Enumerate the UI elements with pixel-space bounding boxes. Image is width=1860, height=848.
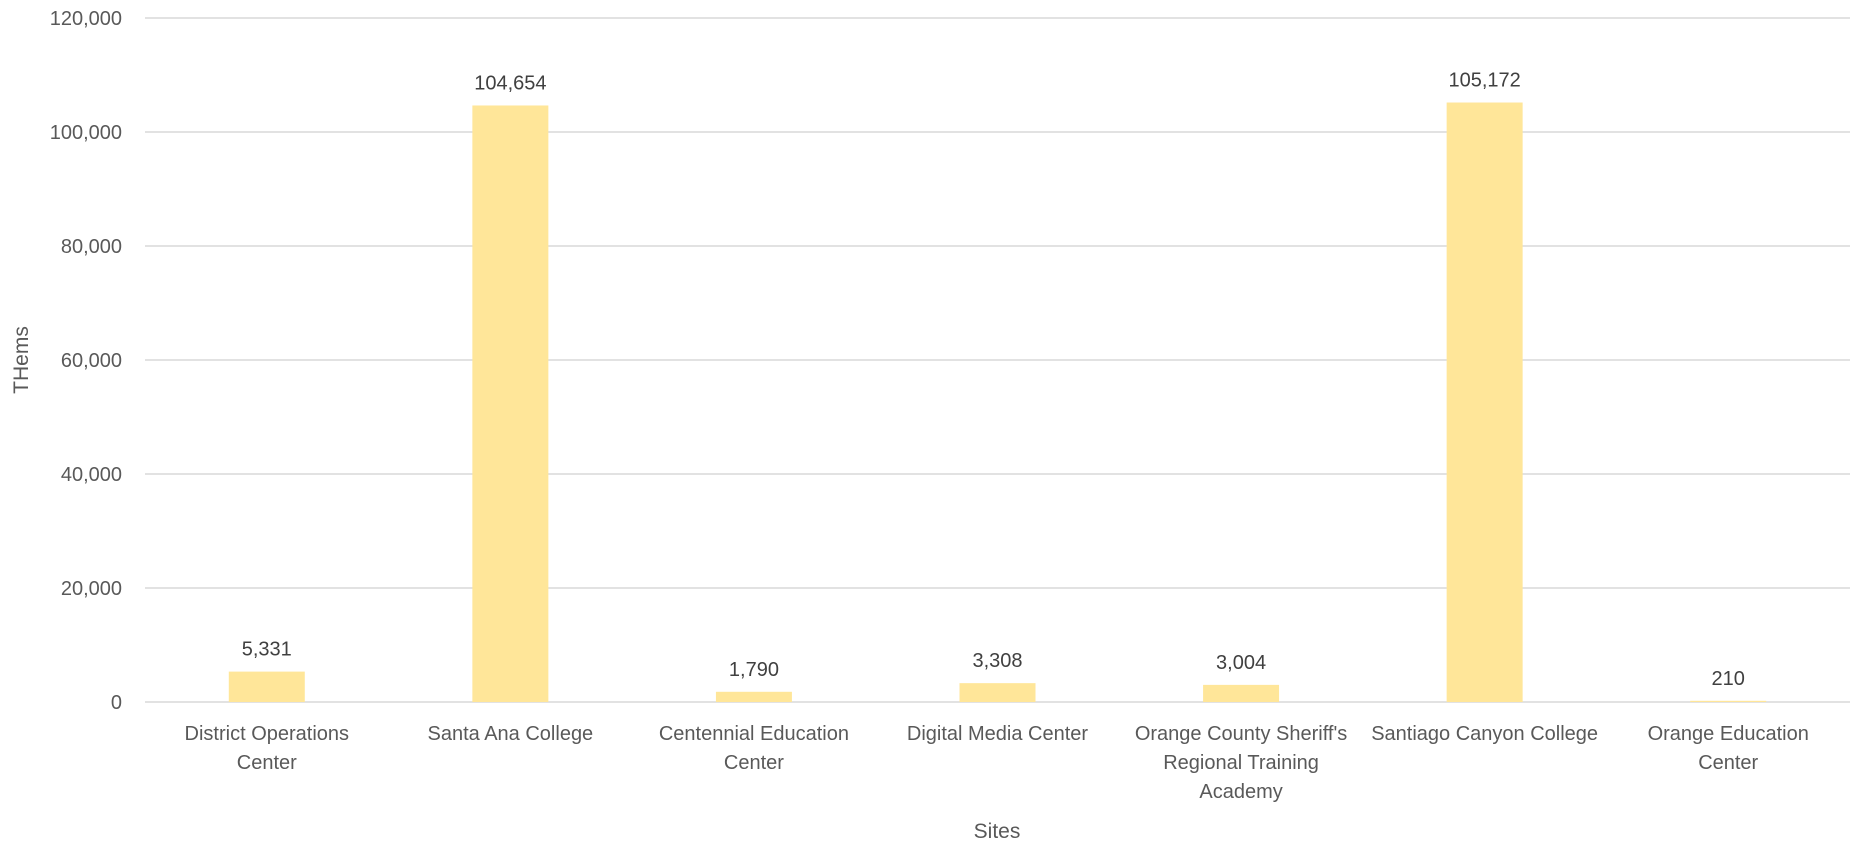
data-label: 3,308: [972, 650, 1022, 672]
data-label: 3,004: [1216, 652, 1266, 674]
data-labels: 5,331 104,654 1,790 3,308 3,004 105,172 210: [242, 70, 1745, 690]
y-tick-label: 40,000: [61, 464, 122, 486]
bar: [1203, 684, 1280, 702]
data-label: 5,331: [242, 639, 292, 661]
data-label: 210: [1712, 668, 1745, 690]
x-category-label: Centennial Education: [659, 723, 849, 745]
x-category-label: District Operations: [185, 723, 350, 745]
x-category-label: Orange Education: [1648, 723, 1809, 745]
y-tick-label: 0: [111, 692, 122, 714]
data-label: 104,654: [474, 72, 546, 94]
x-category-label: Santiago Canyon College: [1371, 723, 1598, 745]
y-axis-title: THems: [10, 326, 33, 394]
x-category-label: Digital Media Center: [907, 723, 1089, 745]
bars: [228, 102, 1767, 703]
gridlines: [145, 17, 1850, 703]
bar: [472, 105, 549, 703]
x-category-label: Santa Ana College: [428, 723, 594, 745]
x-axis-category-labels: District Operations Center Santa Ana Colle…: [185, 723, 1809, 803]
x-category-label: Center: [724, 752, 784, 774]
x-category-label: Academy: [1199, 781, 1282, 803]
y-tick-label: 80,000: [61, 236, 122, 258]
bar: [715, 691, 792, 702]
bar: [1690, 700, 1767, 702]
x-category-label: Center: [237, 752, 297, 774]
y-tick-label: 120,000: [50, 8, 122, 30]
y-tick-label: 20,000: [61, 578, 122, 600]
bar: [1446, 102, 1523, 703]
y-axis-tick-labels: 0 20,000 40,000 60,000 80,000 100,000 120,000: [50, 8, 122, 714]
y-tick-label: 60,000: [61, 350, 122, 372]
x-category-label: Center: [1698, 752, 1758, 774]
x-axis-title: Sites: [974, 820, 1021, 843]
bar: [959, 683, 1036, 702]
x-category-label: Orange County Sheriff's: [1135, 723, 1347, 745]
data-label: 105,172: [1448, 70, 1520, 92]
data-label: 1,790: [729, 659, 779, 681]
bar: [228, 671, 305, 702]
x-category-label: Regional Training: [1163, 752, 1319, 774]
y-tick-label: 100,000: [50, 122, 122, 144]
